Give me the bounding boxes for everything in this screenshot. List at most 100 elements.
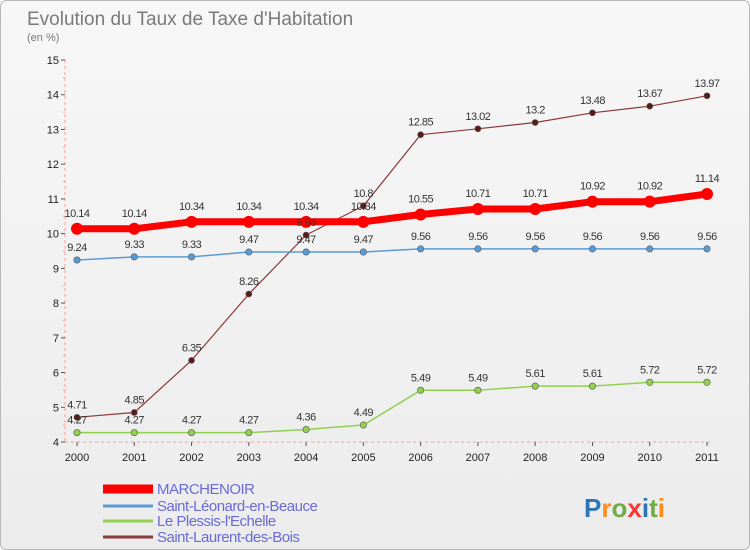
y-tick-label: 6 bbox=[53, 368, 59, 380]
data-label: 10.34 bbox=[351, 201, 376, 213]
data-label: 10.34 bbox=[294, 201, 319, 213]
axes: 4 5 6 7 8 9 10 11 12 13 14 15 2000 2001 2002 2003 2004 20… bbox=[47, 55, 719, 464]
legend-label: Saint-Laurent-des-Bois bbox=[157, 529, 299, 546]
data-point bbox=[242, 215, 255, 228]
x-tick-label: 2000 bbox=[65, 452, 89, 464]
data-point bbox=[586, 195, 599, 208]
data-point bbox=[245, 290, 253, 298]
data-label: 4.85 bbox=[125, 394, 145, 406]
data-label: 10.14 bbox=[64, 208, 89, 220]
data-point bbox=[703, 92, 711, 100]
data-point bbox=[529, 202, 542, 215]
data-point bbox=[245, 248, 253, 256]
y-tick-label: 8 bbox=[53, 298, 59, 310]
data-point bbox=[643, 195, 656, 208]
y-tick-label: 15 bbox=[47, 55, 59, 67]
data-label: 10.55 bbox=[408, 194, 433, 206]
data-point bbox=[531, 119, 539, 126]
data-point bbox=[589, 109, 596, 117]
data-point bbox=[588, 382, 596, 390]
x-tick-label: 2008 bbox=[523, 452, 547, 464]
data-point bbox=[417, 386, 425, 394]
legend-label: Le Plessis-l'Echelle bbox=[157, 513, 276, 530]
data-label: 4.27 bbox=[182, 415, 202, 427]
y-tick-label: 11 bbox=[48, 194, 59, 206]
x-tick-label: 2004 bbox=[294, 452, 318, 464]
x-tick-label: 2001 bbox=[122, 452, 146, 464]
proxiti-logo: Proxiti bbox=[584, 493, 665, 523]
y-tick-label: 9 bbox=[53, 263, 59, 275]
data-label: 13.02 bbox=[465, 111, 490, 123]
data-label: 4.27 bbox=[125, 415, 145, 427]
labels-1: 9.24 9.33 9.33 9.47 9.47 9.47 9.56 9.56 9.56 9.56… bbox=[67, 231, 717, 254]
data-label: 4.71 bbox=[67, 399, 87, 411]
data-point bbox=[188, 253, 196, 261]
data-point bbox=[359, 421, 367, 429]
x-tick-label: 2009 bbox=[580, 452, 604, 464]
data-label: 10.71 bbox=[523, 188, 548, 200]
data-label: 9.47 bbox=[239, 234, 259, 246]
logo-letter: i bbox=[642, 493, 649, 523]
data-point bbox=[185, 215, 198, 228]
chart-subtitle: (en %) bbox=[27, 32, 59, 44]
data-label: 9.47 bbox=[354, 234, 374, 246]
chart-title: Evolution du Taux de Taxe d'Habitation bbox=[27, 9, 353, 30]
data-label: 9.47 bbox=[296, 234, 316, 246]
data-label: 5.72 bbox=[697, 364, 717, 376]
data-point bbox=[646, 378, 654, 386]
data-point bbox=[73, 429, 81, 437]
data-label: 11.14 bbox=[695, 173, 720, 185]
logo-letter: r bbox=[601, 493, 611, 523]
data-point bbox=[71, 222, 83, 235]
series-0 bbox=[71, 188, 713, 235]
data-label: 13.67 bbox=[637, 88, 662, 100]
data-point bbox=[703, 378, 711, 386]
data-point bbox=[130, 429, 138, 437]
data-label: 9.56 bbox=[525, 231, 545, 243]
x-tick-label: 2005 bbox=[351, 452, 375, 464]
series-1 bbox=[73, 245, 711, 264]
labels-2: 4.27 4.27 4.27 4.27 4.36 4.49 5.49 5.49 5.61 5.61… bbox=[67, 364, 717, 426]
data-label: 5.61 bbox=[583, 368, 603, 380]
y-tick-label: 7 bbox=[53, 333, 59, 345]
data-label: 5.49 bbox=[411, 372, 431, 384]
data-point bbox=[302, 425, 310, 433]
series-layer: 10.14 10.14 10.34 10.34 10.34 10.34 10.55 10.71… bbox=[64, 78, 720, 437]
legend-label: Saint-Léonard-en-Beauce bbox=[157, 498, 317, 515]
data-point bbox=[471, 202, 484, 215]
logo-letter: P bbox=[584, 493, 601, 523]
data-point bbox=[417, 245, 425, 253]
data-point bbox=[130, 253, 138, 261]
data-point bbox=[588, 245, 596, 253]
data-point bbox=[73, 414, 81, 421]
series-3 bbox=[73, 92, 711, 421]
data-label: 9.33 bbox=[125, 239, 145, 251]
logo-letter: t bbox=[649, 493, 658, 523]
data-point bbox=[531, 245, 539, 253]
data-point bbox=[359, 248, 367, 256]
data-point bbox=[128, 222, 141, 235]
data-label: 9.56 bbox=[697, 231, 717, 243]
x-tick-label: 2007 bbox=[466, 452, 490, 464]
data-label: 9.96 bbox=[296, 217, 316, 229]
data-label: 6.35 bbox=[182, 342, 202, 354]
logo-letter: i bbox=[658, 493, 665, 523]
data-label: 12.85 bbox=[408, 117, 433, 129]
data-point bbox=[414, 208, 427, 221]
y-tick-label: 12 bbox=[47, 159, 59, 171]
data-point bbox=[188, 357, 195, 364]
data-point bbox=[73, 256, 81, 264]
data-label: 9.56 bbox=[640, 231, 660, 243]
y-tick-label: 10 bbox=[47, 229, 59, 241]
data-label: 4.27 bbox=[67, 415, 87, 427]
data-label: 9.56 bbox=[411, 231, 431, 243]
data-point bbox=[531, 382, 539, 390]
y-tick-label: 4 bbox=[53, 437, 59, 449]
data-point bbox=[646, 102, 654, 110]
x-tick-label: 2010 bbox=[637, 452, 661, 464]
data-label: 8.26 bbox=[239, 276, 259, 288]
data-label: 9.33 bbox=[182, 239, 202, 251]
x-tick-label: 2002 bbox=[179, 452, 203, 464]
